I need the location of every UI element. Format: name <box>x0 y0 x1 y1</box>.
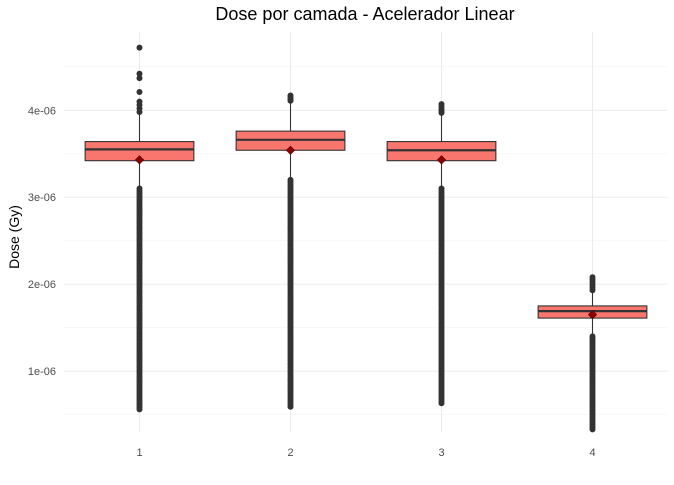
outlier-point <box>589 274 596 281</box>
boxplot-3 <box>386 101 497 407</box>
boxplot-2 <box>235 92 346 410</box>
y-tick-label: 4e-06 <box>28 105 56 117</box>
x-tick-label: 2 <box>287 447 293 459</box>
grid <box>64 32 668 432</box>
y-tick-label: 1e-06 <box>28 366 56 378</box>
outlier-point <box>287 92 294 99</box>
outlier-point <box>136 44 143 51</box>
boxplots <box>84 44 648 433</box>
outlier-point <box>438 101 445 108</box>
outlier-point <box>136 98 143 105</box>
mean-marker <box>285 145 296 155</box>
axes: 1e-06 2e-06 3e-06 4e-06 1 2 3 4 <box>28 105 596 459</box>
boxplot-1 <box>84 44 195 413</box>
y-tick-label: 2e-06 <box>28 279 56 291</box>
outlier-point <box>136 70 143 77</box>
mean-marker <box>436 155 447 165</box>
chart-title: Dose por camada - Acelerador Linear <box>215 4 514 24</box>
boxplot-4 <box>537 274 648 433</box>
x-tick-label: 4 <box>589 447 595 459</box>
x-tick-label: 1 <box>136 447 142 459</box>
mean-marker <box>134 155 145 165</box>
y-axis-label: Dose (Gy) <box>6 205 22 269</box>
outlier-point <box>136 75 143 82</box>
outlier-point <box>136 89 143 95</box>
y-tick-label: 3e-06 <box>28 192 56 204</box>
mean-marker <box>587 309 598 320</box>
x-tick-label: 3 <box>438 447 444 459</box>
